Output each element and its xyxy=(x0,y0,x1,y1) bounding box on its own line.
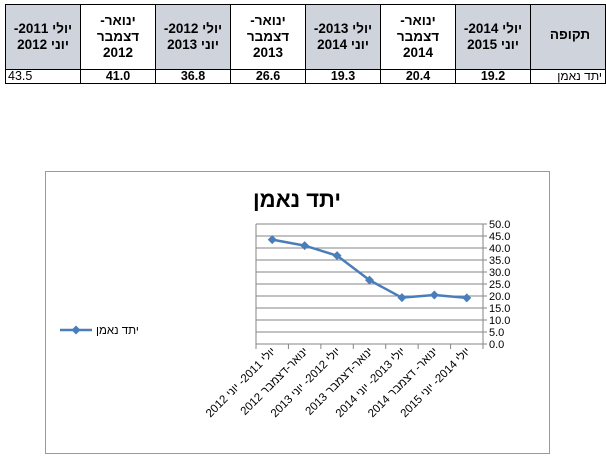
row-label: יתד נאמן xyxy=(530,69,606,84)
table-row: יתד נאמן 19.2 20.4 19.3 26.6 36.8 41.0 4… xyxy=(5,69,606,84)
table-cell: 43.5 xyxy=(5,69,81,84)
y-tick-label: 20.0 xyxy=(489,291,510,303)
chart-area: יתד נאמן 0.0 5.0 10.0 15.0 20.0 25.0 30.0 35.0 40… xyxy=(45,171,550,454)
legend-label: יתד נאמן xyxy=(96,325,139,337)
y-tick-label: 10.0 xyxy=(489,315,510,327)
table-cell: 41.0 xyxy=(80,69,156,84)
column-header: יולי 2013- יוני 2014 xyxy=(305,4,381,70)
column-header: יולי 2014- יוני 2015 xyxy=(455,4,531,70)
table-cell: 20.4 xyxy=(380,69,456,84)
y-tick-label: 25.0 xyxy=(489,279,510,291)
y-tick-label: 0.0 xyxy=(489,339,504,351)
chart-title: יתד נאמן xyxy=(253,187,341,212)
column-header: יולי 2012- יוני 2013 xyxy=(155,4,231,70)
column-header: ינואר- דצמבר 2013 xyxy=(230,4,306,70)
y-tick-label: 40.0 xyxy=(489,243,510,255)
table-cell: 36.8 xyxy=(155,69,231,84)
table-cell: 19.2 xyxy=(455,69,531,84)
legend-marker xyxy=(71,325,81,335)
data-point xyxy=(365,275,374,285)
table-cell: 19.3 xyxy=(305,69,381,84)
table-header-row: תקופה יולי 2014- יוני 2015 ינואר- דצמבר … xyxy=(5,4,606,70)
data-point xyxy=(397,293,407,303)
line-chart: יתד נאמן 0.05.010.015.020.025.030.035.040… xyxy=(60,187,510,420)
column-header: ינואר- דצמבר 2014 xyxy=(380,4,456,70)
data-point xyxy=(429,290,439,300)
y-tick-label: 45.0 xyxy=(489,231,510,243)
y-tick-label: 30.0 xyxy=(489,267,510,279)
data-point xyxy=(300,241,310,251)
y-tick-label: 5.0 xyxy=(489,327,504,339)
y-tick-label: 50.0 xyxy=(489,219,510,231)
column-header: ינואר- דצמבר 2012 xyxy=(80,4,156,70)
data-point xyxy=(332,251,342,261)
period-header: תקופה xyxy=(530,4,606,70)
y-tick-label: 15.0 xyxy=(489,303,510,315)
data-point xyxy=(267,235,277,245)
table-cell: 26.6 xyxy=(230,69,306,84)
data-point xyxy=(462,293,472,303)
data-table: תקופה יולי 2014- יוני 2015 ינואר- דצמבר … xyxy=(5,4,606,84)
y-tick-label: 35.0 xyxy=(489,255,510,267)
column-header: יולי 2011- יוני 2012 xyxy=(5,4,81,70)
